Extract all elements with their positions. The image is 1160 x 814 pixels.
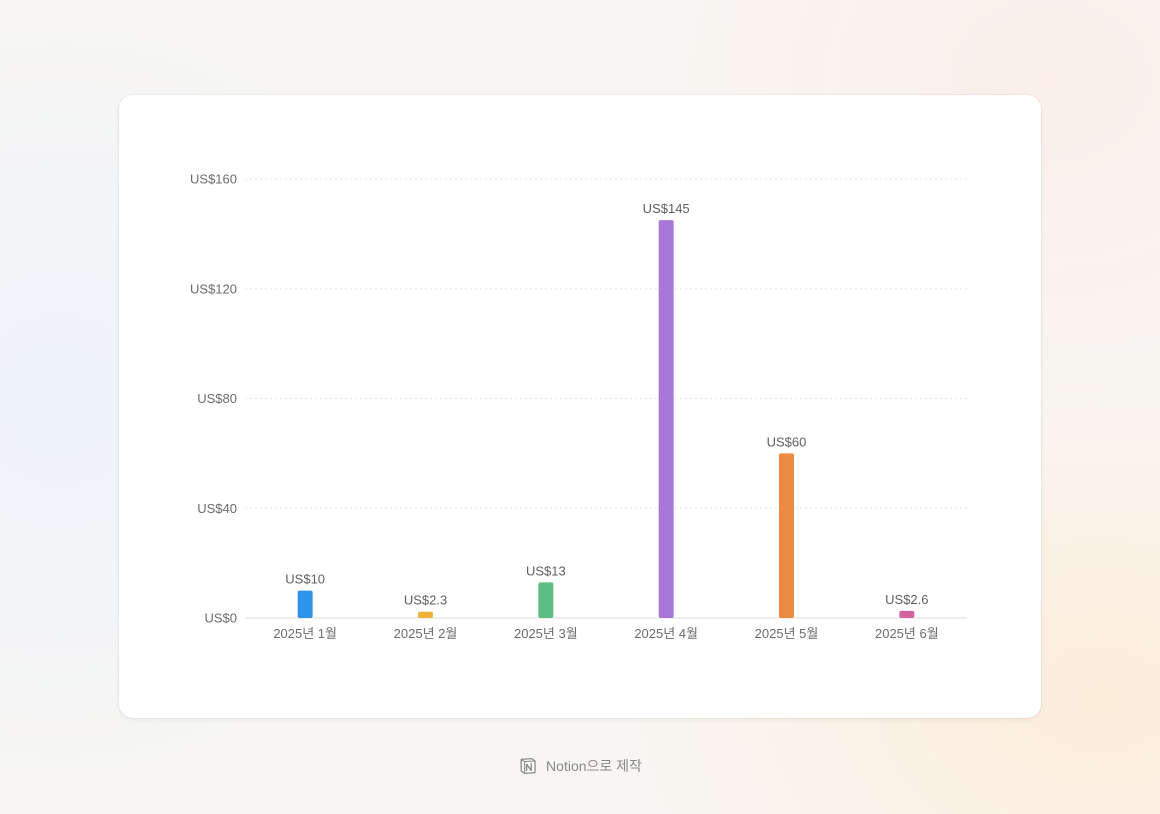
bar[interactable] [899, 611, 914, 618]
notion-logo-icon [518, 756, 538, 776]
y-tick-label: US$0 [204, 611, 237, 626]
x-tick-label: 2025년 1월 [273, 626, 337, 641]
data-label: US$13 [526, 563, 566, 578]
data-label: US$60 [767, 434, 807, 449]
x-tick-label: 2025년 5월 [755, 626, 819, 641]
footer-text: Notion으로 제작 [546, 756, 642, 776]
y-tick-label: US$80 [197, 391, 237, 406]
x-tick-label: 2025년 3월 [514, 626, 578, 641]
y-tick-label: US$120 [190, 281, 237, 296]
x-tick-label: 2025년 6월 [875, 626, 939, 641]
bar[interactable] [298, 591, 313, 618]
data-labels: US$10 US$2.3 US$13 US$145 US$60 US$2.6 [285, 201, 928, 608]
bar[interactable] [418, 612, 433, 618]
bars [298, 220, 915, 618]
data-label: US$10 [285, 572, 325, 587]
bar[interactable] [779, 453, 794, 618]
data-label: US$2.3 [404, 593, 447, 608]
chart-card: US$0 US$40 US$80 US$120 US$160 US$10 US$2.3 US… [119, 95, 1041, 718]
x-tick-label: 2025년 4월 [634, 626, 698, 641]
data-label: US$2.6 [885, 592, 928, 607]
x-axis-ticks: 2025년 1월 2025년 2월 2025년 3월 2025년 4월 2025년 5월… [273, 626, 938, 641]
footer: Notion으로 제작 [0, 754, 1160, 778]
y-tick-label: US$160 [190, 172, 237, 187]
bar[interactable] [538, 582, 553, 618]
x-tick-label: 2025년 2월 [394, 626, 458, 641]
y-axis-ticks: US$0 US$40 US$80 US$120 US$160 [190, 172, 237, 626]
grid-lines [245, 179, 967, 618]
data-label: US$145 [643, 201, 690, 216]
y-tick-label: US$40 [197, 501, 237, 516]
bar[interactable] [659, 220, 674, 618]
